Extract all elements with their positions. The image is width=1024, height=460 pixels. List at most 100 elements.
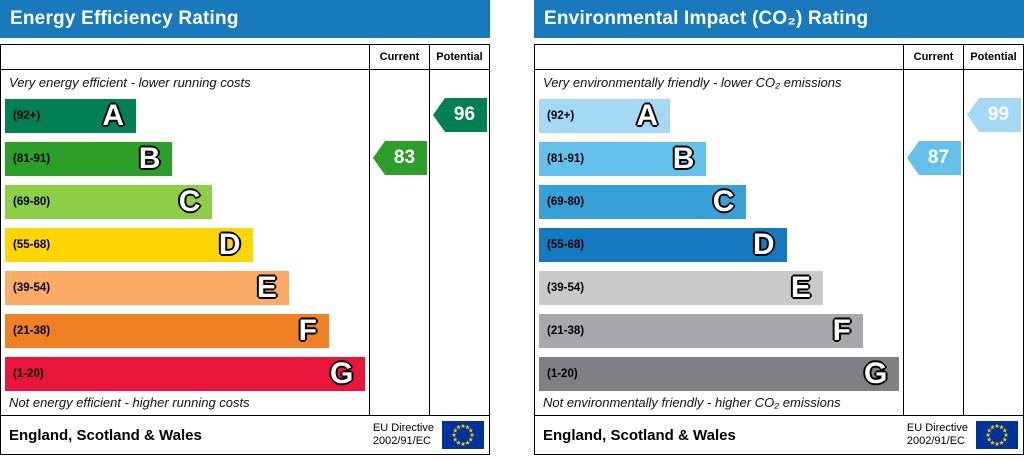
band-row-a: (92+) A [535, 94, 903, 137]
current-rating-value: 83 [393, 147, 416, 168]
energy-title-bar: Energy Efficiency Rating [0, 0, 490, 38]
band-bar-b: (81-91) B [5, 141, 173, 176]
eu-flag-icon [976, 421, 1018, 449]
band-letter: E [256, 270, 277, 304]
band-bar-a: (92+) A [5, 98, 137, 133]
band-letter: A [636, 98, 659, 132]
eu-directive-text: EU Directive 2002/91/EC [907, 422, 968, 448]
potential-column-head: Potential [429, 45, 489, 69]
band-range-label: (21-38) [547, 324, 585, 337]
current-column: 87 [903, 70, 963, 415]
potential-rating-arrow: 99 [967, 98, 1021, 132]
band-letter: D [218, 227, 241, 261]
band-letter: F [832, 313, 851, 347]
potential-rating-arrow: 96 [433, 98, 487, 132]
band-row-a: (92+) A [1, 94, 369, 137]
band-row-e: (39-54) E [535, 266, 903, 309]
current-column-head: Current [903, 45, 963, 69]
band-range-label: (92+) [547, 109, 575, 122]
current-rating-arrow: 87 [907, 141, 961, 175]
band-range-label: (1-20) [547, 367, 578, 380]
top-caption: Very environmentally friendly - lower CO… [543, 74, 842, 90]
environment-rating-table: Current Potential Very environmentally f… [534, 44, 1024, 455]
bottom-caption: Not environmentally friendly - higher CO… [543, 395, 841, 410]
band-letter: D [752, 227, 775, 261]
energy-rating-table: Current Potential Very energy efficient … [0, 44, 490, 455]
band-range-label: (81-91) [547, 152, 585, 165]
band-row-d: (55-68) D [1, 223, 369, 266]
band-range-label: (69-80) [547, 195, 585, 208]
top-caption: Very energy efficient - lower running co… [9, 74, 251, 90]
chart-column-head [535, 45, 903, 69]
band-range-label: (39-54) [547, 281, 585, 294]
environment-panel-title: Environmental Impact (CO₂) Rating [544, 8, 869, 29]
band-row-e: (39-54) E [1, 266, 369, 309]
band-letter: G [330, 356, 354, 390]
band-range-label: (55-68) [547, 238, 585, 251]
environment-title-bar: Environmental Impact (CO₂) Rating [534, 0, 1024, 38]
band-bar-d: (55-68) D [5, 227, 253, 262]
band-bar-e: (39-54) E [5, 270, 289, 305]
band-range-label: (1-20) [13, 367, 44, 380]
bottom-caption: Not energy efficient - higher running co… [9, 395, 250, 410]
eu-flag-icon [442, 421, 484, 449]
eu-directive-line1: EU Directive [372, 422, 434, 434]
band-row-f: (21-38) F [1, 309, 369, 352]
eu-directive-line2: 2002/91/EC [906, 435, 965, 447]
current-column: 83 [369, 70, 429, 415]
band-range-label: (69-80) [13, 195, 51, 208]
band-chart-area: Very energy efficient - lower running co… [1, 70, 369, 415]
band-letter: B [138, 141, 161, 175]
potential-rating-value: 96 [453, 104, 476, 125]
chart-column-head [1, 45, 369, 69]
band-chart-area: Very environmentally friendly - lower CO… [535, 70, 903, 415]
band-range-label: (21-38) [13, 324, 51, 337]
band-range-label: (92+) [13, 109, 41, 122]
band-range-label: (81-91) [13, 152, 51, 165]
environmental-impact-panel: Environmental Impact (CO₂) Rating Curren… [534, 0, 1024, 460]
band-row-c: (69-80) C [535, 180, 903, 223]
table-body: Very environmentally friendly - lower CO… [535, 70, 1023, 415]
band-bar-d: (55-68) D [539, 227, 787, 262]
band-bar-f: (21-38) F [5, 313, 329, 348]
table-body: Very energy efficient - lower running co… [1, 70, 489, 415]
band-bar-f: (21-38) F [539, 313, 863, 348]
band-letter: C [178, 184, 201, 218]
band-letter: G [864, 356, 888, 390]
energy-efficiency-panel: Energy Efficiency Rating Current Potenti… [0, 0, 490, 460]
footer-region-label: England, Scotland & Wales [9, 426, 202, 444]
table-head: Current Potential [535, 45, 1023, 70]
band-letter: F [298, 313, 317, 347]
eu-directive-line1: EU Directive [906, 422, 968, 434]
potential-rating-value: 99 [987, 104, 1010, 125]
current-rating-value: 87 [927, 147, 950, 168]
table-footer: England, Scotland & Wales EU Directive 2… [1, 415, 489, 454]
band-letter: E [790, 270, 811, 304]
table-head: Current Potential [1, 45, 489, 70]
band-bar-b: (81-91) B [539, 141, 707, 176]
band-row-f: (21-38) F [535, 309, 903, 352]
energy-panel-title: Energy Efficiency Rating [10, 8, 239, 29]
current-column-head: Current [369, 45, 429, 69]
band-row-g: (1-20) G [1, 352, 369, 395]
band-bar-c: (69-80) C [539, 184, 747, 219]
eu-directive-text: EU Directive 2002/91/EC [373, 422, 434, 448]
band-row-b: (81-91) B [1, 137, 369, 180]
band-bar-g: (1-20) G [539, 356, 900, 391]
potential-column: 99 [963, 70, 1023, 415]
band-letter: A [102, 98, 125, 132]
band-row-b: (81-91) B [535, 137, 903, 180]
band-letter: C [712, 184, 735, 218]
potential-column-head: Potential [963, 45, 1023, 69]
band-bar-e: (39-54) E [539, 270, 823, 305]
band-bar-c: (69-80) C [5, 184, 213, 219]
band-row-g: (1-20) G [535, 352, 903, 395]
band-row-c: (69-80) C [1, 180, 369, 223]
eu-directive-line2: 2002/91/EC [372, 435, 431, 447]
potential-column: 96 [429, 70, 489, 415]
band-row-d: (55-68) D [535, 223, 903, 266]
band-letter: B [672, 141, 695, 175]
footer-region-label: England, Scotland & Wales [543, 426, 736, 444]
current-rating-arrow: 83 [373, 141, 427, 175]
